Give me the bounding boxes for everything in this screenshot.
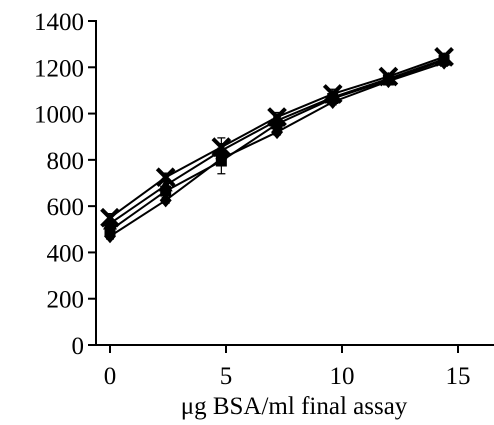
x-axis-ticks: 0 5 10 15 xyxy=(104,345,471,390)
x-tick-label: 15 xyxy=(446,363,471,390)
y-tick-label: 0 xyxy=(72,333,85,360)
y-axis-ticks: 0 200 400 600 800 1000 1200 1400 xyxy=(34,9,96,360)
y-tick-label: 1200 xyxy=(34,55,84,82)
y-tick-label: 400 xyxy=(47,240,85,267)
y-tick-label: 600 xyxy=(47,194,85,221)
series-triangle xyxy=(103,52,452,230)
data-point-diamond xyxy=(271,125,284,140)
series-line xyxy=(109,61,445,238)
data-point-square xyxy=(271,118,283,130)
data-point-diamond xyxy=(382,74,395,89)
x-tick-label: 0 xyxy=(104,363,117,390)
y-tick-label: 800 xyxy=(47,148,85,175)
y-tick-label: 200 xyxy=(47,287,85,314)
series-layer xyxy=(100,47,454,244)
data-point-diamond xyxy=(326,95,339,109)
x-tick-label: 5 xyxy=(220,363,233,390)
x-tick-label: 10 xyxy=(330,363,355,390)
series-square xyxy=(104,54,450,236)
y-tick-label: 1400 xyxy=(34,9,84,36)
data-point-diamond xyxy=(104,229,116,244)
series-diamond xyxy=(104,55,451,244)
data-point-square xyxy=(160,185,172,197)
data-point-diamond xyxy=(438,55,451,70)
data-point-diamond xyxy=(159,193,172,208)
x-axis-title: μg BSA/ml final assay xyxy=(181,393,408,420)
data-point-diamond xyxy=(215,151,228,166)
y-tick-label: 1000 xyxy=(34,102,84,129)
